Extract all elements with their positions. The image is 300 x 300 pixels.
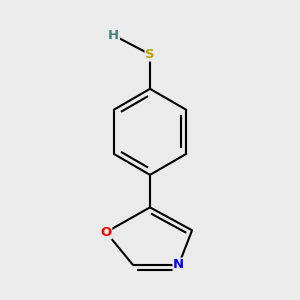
Text: S: S xyxy=(145,48,155,61)
Text: H: H xyxy=(108,29,119,42)
Text: O: O xyxy=(100,226,112,239)
Text: N: N xyxy=(173,258,184,271)
